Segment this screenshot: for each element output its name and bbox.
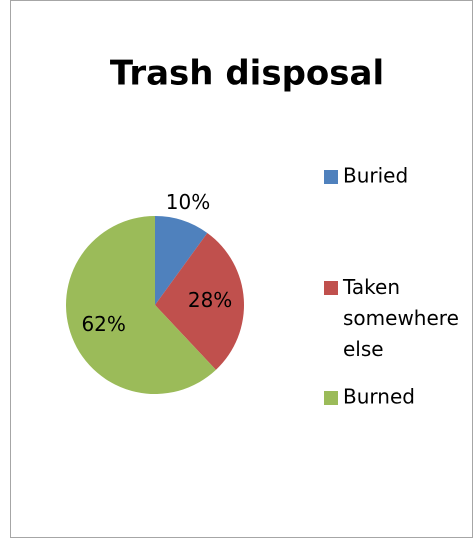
legend-swatch <box>324 170 338 184</box>
pie-slice <box>65 216 216 394</box>
data-label: 62% <box>81 312 125 336</box>
data-label: 10% <box>166 190 210 214</box>
data-label: 28% <box>188 288 232 312</box>
pie-slice <box>155 216 208 305</box>
chart-title: Trash disposal <box>110 54 384 94</box>
legend-label: Taken somewhere else <box>342 275 465 361</box>
legend-swatch <box>324 281 338 295</box>
pie-slice <box>155 232 244 370</box>
legend-swatch <box>324 391 338 405</box>
legend-label: Buried <box>343 164 408 188</box>
legend-label: Burned <box>343 385 415 409</box>
